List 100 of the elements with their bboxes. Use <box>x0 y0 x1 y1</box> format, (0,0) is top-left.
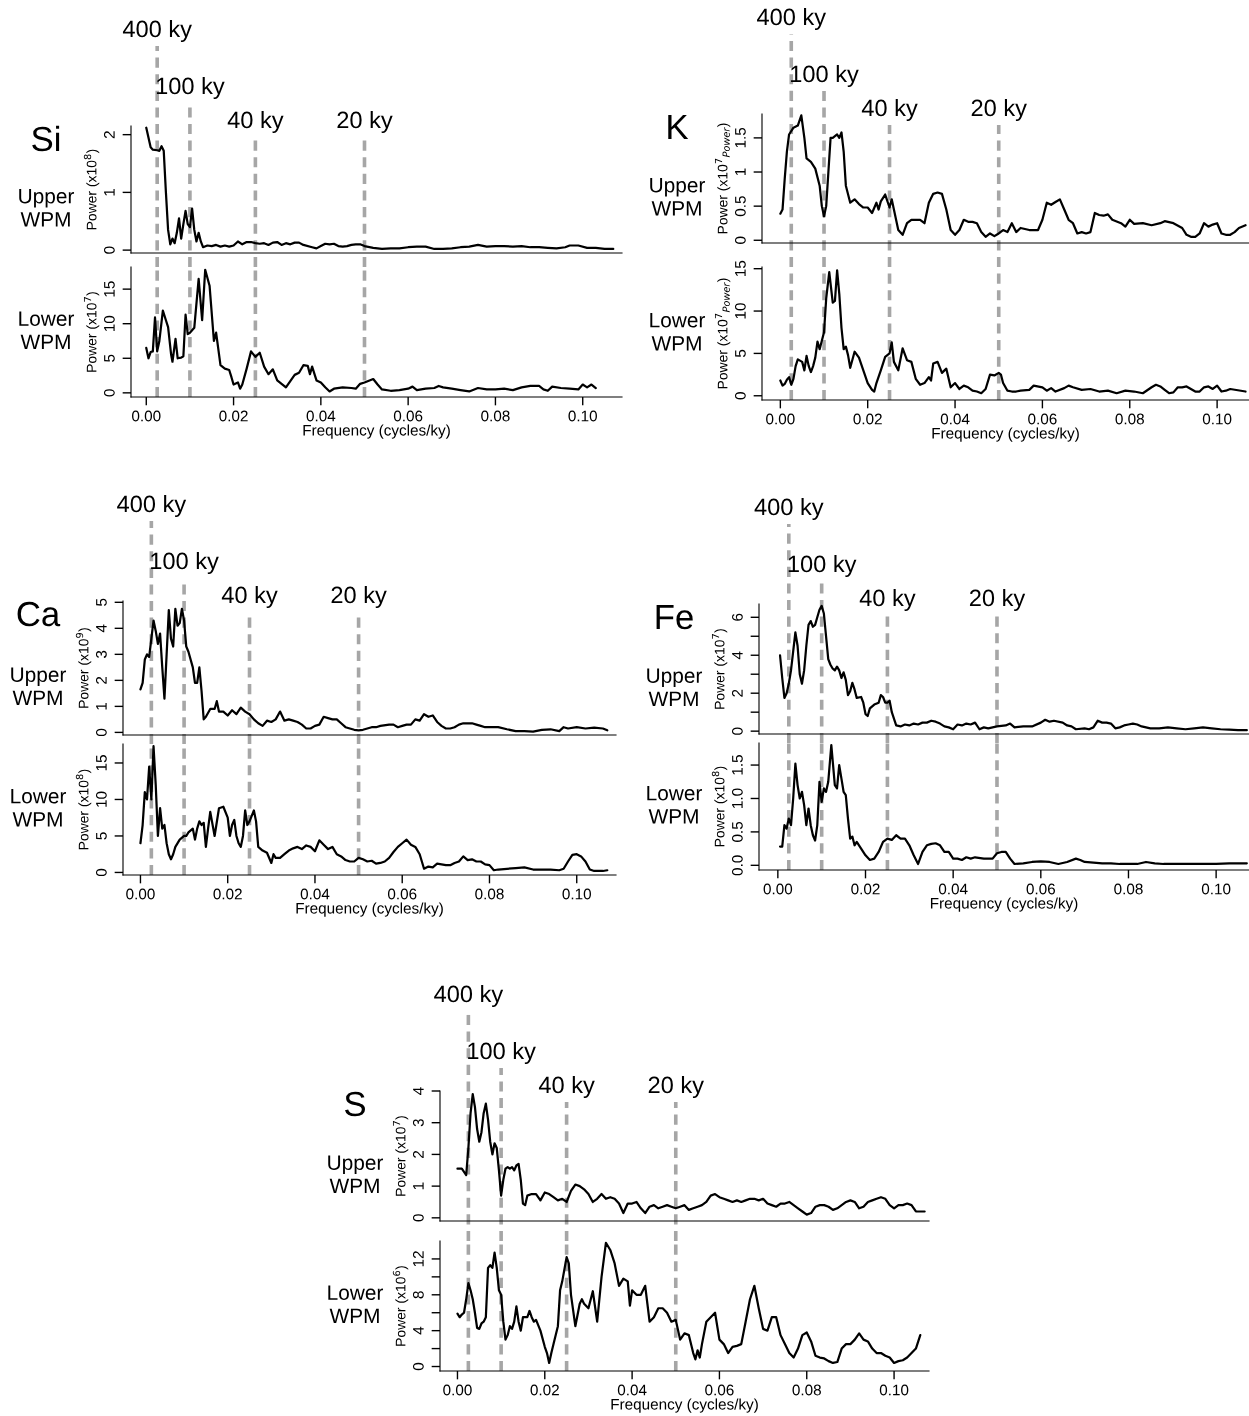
ref-line-label: 20 ky <box>969 588 1026 611</box>
y-tick-label: 0 <box>103 246 115 254</box>
y-tick-label: 2 <box>103 131 115 139</box>
text: Upper WPM <box>328 1155 384 1193</box>
y-tick-label: 4 <box>96 624 107 633</box>
x-tick-label: 0.06 <box>1028 413 1057 425</box>
y-tick-label: 1.5 <box>732 755 743 775</box>
y-tick-label: 6 <box>731 613 743 621</box>
x-tick-label: 0.04 <box>617 1384 647 1396</box>
line-series <box>456 1241 922 1365</box>
x-tick-label: 0.04 <box>940 413 970 425</box>
x-axis-title: Frequency (cycles/ky) <box>930 897 1078 912</box>
y-axis-title: Power (x10$^{9}$) <box>75 628 92 708</box>
line-series <box>145 268 597 393</box>
y-axis-title: Power (x10$^{7}$$_{Power}$) <box>714 278 731 389</box>
x-tick-label: 0.04 <box>306 410 336 422</box>
x-tick-label: 0.02 <box>213 888 242 900</box>
y-tick-label: 0 <box>734 236 746 244</box>
text: Lower WPM <box>647 785 703 824</box>
y-tick-label: 2 <box>731 689 743 697</box>
y-tick-label: 1 <box>413 1182 424 1190</box>
ref-line-label: 20 ky <box>648 1075 704 1099</box>
x-axis-title: Frequency (cycles/ky) <box>303 424 450 439</box>
text: Lower WPM <box>650 312 706 351</box>
ref-line-label: 40 ky <box>227 111 284 134</box>
x-tick-label: 0.00 <box>763 883 793 895</box>
text: Lower WPM <box>328 1285 384 1323</box>
ref-line-label: 100 ky <box>791 65 859 87</box>
chart-title: Fe <box>656 605 693 630</box>
chart-title: Ca <box>17 601 61 627</box>
line-series <box>778 743 1248 866</box>
y-tick-label: 5 <box>96 832 107 840</box>
ref-line-label: 100 ky <box>468 1041 536 1065</box>
x-tick-label: 0.00 <box>126 888 155 900</box>
x-tick-label: 0.00 <box>443 1384 472 1396</box>
y-axis-title: Power (x10$^{8}$) <box>75 769 92 850</box>
y-tick-label: 15 <box>104 281 115 297</box>
y-tick-label: 0 <box>103 389 115 397</box>
y-tick-label: 4 <box>413 1087 424 1095</box>
x-tick-label: 0.06 <box>387 888 417 900</box>
ref-line-label: 400 ky <box>757 8 826 30</box>
y-tick-label: 12 <box>412 1251 424 1267</box>
y-tick-label: 1 <box>96 702 107 710</box>
y-tick-label: 2 <box>95 676 107 684</box>
y-tick-label: 10 <box>95 791 107 807</box>
y-tick-label: 1.0 <box>731 788 743 808</box>
x-tick-label: 0.08 <box>792 1384 821 1396</box>
y-axis-title: Power (x10$^{7}$) <box>392 1116 409 1196</box>
x-tick-label: 0.10 <box>879 1384 909 1396</box>
x-tick-label: 0.04 <box>938 883 968 895</box>
y-tick-label: 4 <box>732 651 743 660</box>
y-tick-label: 0 <box>95 868 107 877</box>
y-tick-label: 5 <box>96 598 107 606</box>
y-tick-label: 10 <box>103 315 115 332</box>
y-tick-label: 0 <box>412 1362 424 1371</box>
x-tick-label: 0.08 <box>1114 883 1143 895</box>
y-tick-label: 10 <box>734 303 746 319</box>
y-tick-label: 4 <box>413 1326 424 1335</box>
text: Lower WPM <box>19 311 75 349</box>
x-tick-label: 0.06 <box>393 410 423 422</box>
y-tick-label: 0.5 <box>734 196 746 217</box>
line-series <box>779 269 1247 395</box>
y-tick-label: 0.0 <box>731 855 743 876</box>
x-tick-label: 0.08 <box>475 888 504 900</box>
text: Upper WPM <box>11 667 67 705</box>
y-tick-label: 1 <box>104 188 115 196</box>
x-tick-label: 0.06 <box>705 1384 734 1396</box>
ref-line-label: 20 ky <box>337 111 393 134</box>
y-tick-label: 3 <box>95 650 107 659</box>
text: Upper WPM <box>650 177 706 216</box>
text: Upper WPM <box>647 668 703 706</box>
x-axis-title: Frequency (cycles/ky) <box>296 902 443 917</box>
ref-line-label: 100 ky <box>151 551 219 575</box>
y-tick-label: 5 <box>104 354 115 362</box>
y-tick-label: 1.5 <box>735 127 746 148</box>
y-tick-label: 2 <box>412 1150 424 1158</box>
y-axis-title: Power (x10$^{7}$) <box>711 629 728 709</box>
y-tick-label: 5 <box>735 349 746 358</box>
x-tick-label: 0.10 <box>562 888 592 900</box>
x-tick-label: 0.08 <box>1115 413 1144 425</box>
x-tick-label: 0.06 <box>1026 883 1056 895</box>
ref-line-label: 100 ky <box>156 77 225 100</box>
y-axis-title: Power (x10$^{6}$) <box>392 1266 409 1346</box>
ref-line-label: 20 ky <box>971 99 1027 121</box>
y-axis-title: Power (x10$^{7}$$_{Power}$) <box>714 123 731 234</box>
x-tick-label: 0.02 <box>219 410 248 422</box>
x-tick-label: 0.10 <box>1202 413 1232 425</box>
chart-title: S <box>345 1091 365 1117</box>
ref-line-label: 400 ky <box>122 20 192 42</box>
x-tick-label: 0.08 <box>481 410 510 422</box>
y-axis-title: Power (x10$^{7}$) <box>83 292 100 372</box>
ref-line-label: 40 ky <box>861 99 918 121</box>
x-tick-label: 0.10 <box>1201 883 1231 895</box>
y-tick-label: 15 <box>735 260 746 277</box>
ref-line-label: 400 ky <box>754 497 824 521</box>
y-tick-label: 1 <box>735 168 746 176</box>
y-axis-title: Power (x10$^{8}$) <box>711 766 728 847</box>
y-axis-title: Power (x10$^{8}$) <box>83 149 100 230</box>
ref-line-label: 20 ky <box>331 585 387 608</box>
y-tick-label: 15 <box>96 755 107 771</box>
